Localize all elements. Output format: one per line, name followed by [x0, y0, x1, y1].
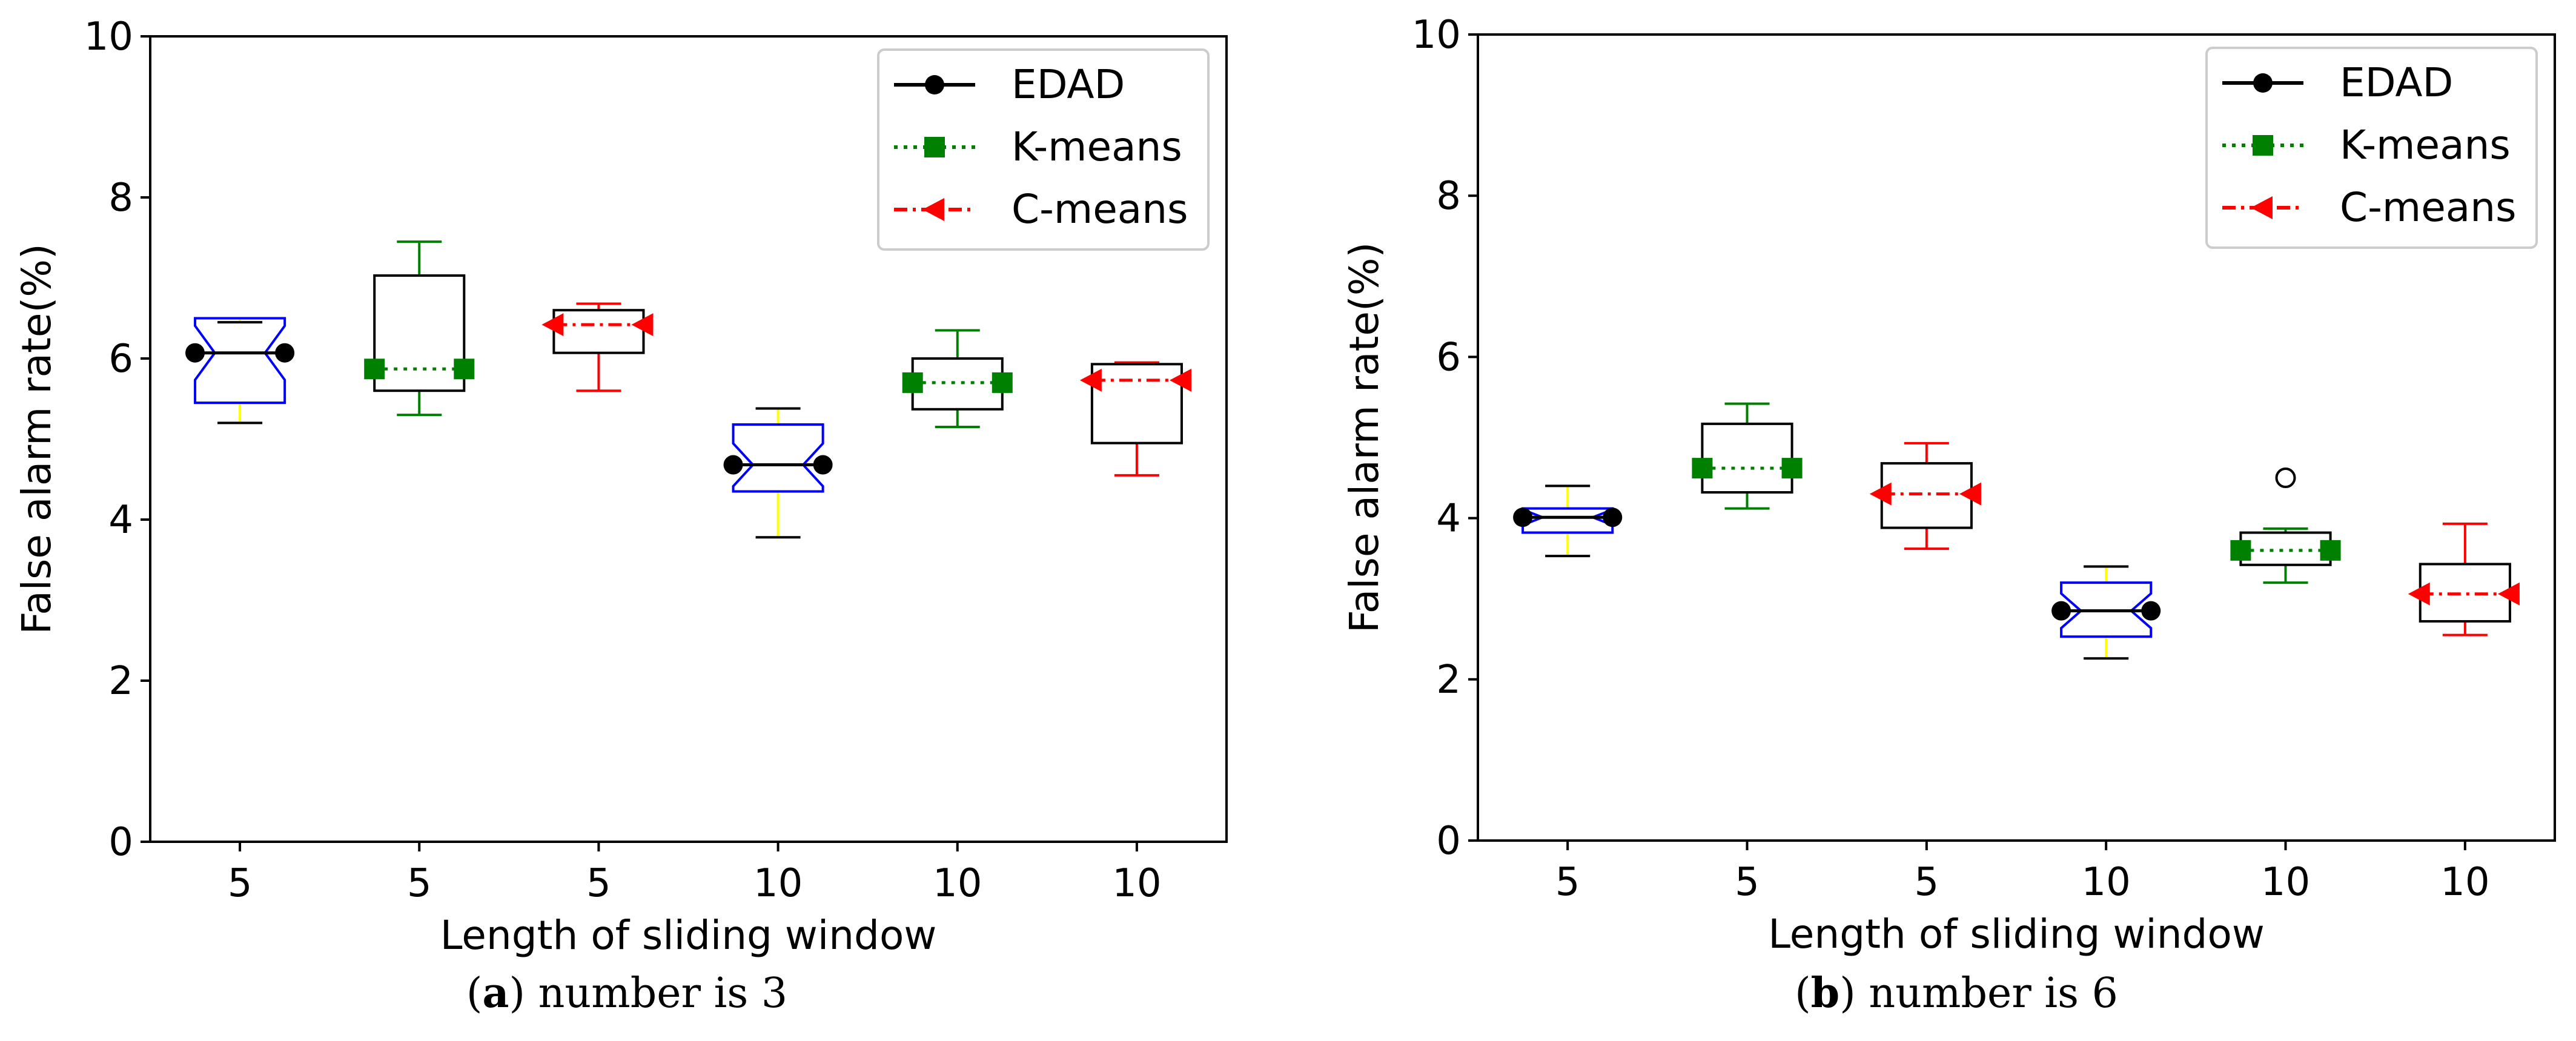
y-axis-label: False alarm rate(%) — [1341, 242, 1388, 633]
x-tick-label: 10 — [2261, 860, 2310, 905]
x-axis-label: Length of sliding window — [1768, 911, 2265, 957]
median-marker — [454, 359, 475, 380]
outlier-point — [2275, 468, 2296, 489]
box-body — [1090, 363, 1183, 444]
y-tick-label: 0 — [1436, 819, 1461, 864]
box-body — [911, 357, 1004, 411]
median-marker — [992, 372, 1013, 393]
legend-label: C-means — [2340, 184, 2516, 231]
box-k-means — [364, 240, 475, 417]
legend-marker — [925, 75, 944, 94]
legend-label: C-means — [1012, 186, 1188, 233]
y-tick-label: 10 — [84, 15, 133, 59]
legend-marker — [922, 198, 944, 221]
median-marker — [902, 372, 923, 393]
box-edad — [185, 317, 295, 425]
box-body — [2239, 531, 2332, 566]
box-edad — [2051, 565, 2161, 660]
y-tick-label: 0 — [108, 820, 133, 865]
median-marker — [275, 343, 295, 363]
median-marker — [1603, 507, 1623, 527]
median-marker — [2141, 601, 2161, 621]
y-tick-label: 4 — [1436, 497, 1461, 541]
box-k-means — [2230, 468, 2341, 584]
box-edad — [1513, 484, 1623, 558]
legend-marker — [924, 137, 945, 157]
box-body — [373, 274, 466, 392]
plot-frame — [1477, 33, 2556, 842]
box-c-means — [1079, 361, 1191, 477]
x-tick-label: 5 — [586, 861, 611, 906]
legend-frame — [877, 48, 1210, 251]
y-tick-label: 2 — [108, 659, 133, 704]
y-tick-label: 8 — [1436, 174, 1461, 219]
median-marker — [1781, 458, 1803, 479]
chart-panel-b: 0 2 4 6 8 10 5 5 5 10 10 10 Length of sliding window… — [1341, 13, 2556, 957]
legend-frame — [2205, 47, 2538, 249]
x-tick-label: 5 — [407, 861, 432, 906]
median-marker — [1869, 482, 1892, 506]
box-c-means — [1869, 441, 1981, 550]
x-tick-label: 10 — [933, 861, 982, 906]
notched-box — [194, 317, 286, 405]
median-marker — [813, 455, 833, 475]
x-tick-label: 5 — [1555, 860, 1580, 905]
median-marker — [2051, 601, 2071, 621]
median-marker — [1513, 507, 1533, 527]
legend-label: EDAD — [1012, 61, 1125, 108]
notched-box — [1521, 507, 1614, 534]
box-k-means — [902, 329, 1013, 429]
legend-label: K-means — [1012, 124, 1182, 170]
box-c-means — [541, 302, 654, 392]
median-marker — [2497, 582, 2520, 606]
median-marker — [631, 313, 654, 337]
legend-marker — [2251, 196, 2273, 219]
y-tick-label: 4 — [108, 498, 133, 543]
median-marker — [541, 313, 564, 337]
legend: EDAD K-means C-means — [877, 48, 1210, 251]
y-tick-label: 2 — [1436, 658, 1461, 702]
y-tick-label: 8 — [108, 176, 133, 220]
median-marker — [723, 455, 743, 475]
median-marker — [1692, 458, 1713, 479]
median-marker — [1079, 368, 1102, 392]
box-body — [1701, 422, 1793, 494]
median-marker — [2408, 582, 2430, 606]
legend-label: EDAD — [2340, 59, 2453, 106]
x-tick-label: 5 — [1914, 860, 1939, 905]
box-body — [1880, 462, 1973, 529]
y-axis-label: False alarm rate(%) — [13, 243, 60, 634]
y-tick-label: 6 — [108, 337, 133, 382]
legend-marker — [2253, 135, 2273, 156]
x-tick-label: 5 — [228, 861, 253, 906]
x-tick-label: 10 — [753, 861, 803, 906]
notched-box — [732, 423, 824, 493]
chart-panel-a: 0 2 4 6 8 10 5 5 5 10 10 10 Length of sliding window… — [13, 15, 1228, 959]
x-tick-label: 10 — [2440, 860, 2489, 905]
x-tick-label: 10 — [1112, 861, 1161, 906]
median-marker — [1169, 368, 1191, 392]
caption-b: (b) number is 6 — [1795, 969, 2118, 1017]
box-edad — [723, 407, 833, 539]
box-c-means — [2408, 522, 2520, 636]
median-marker — [364, 359, 385, 380]
median-marker — [2320, 540, 2341, 561]
legend-label: K-means — [2340, 122, 2511, 168]
legend: EDAD K-means C-means — [2205, 47, 2538, 249]
box-k-means — [1692, 402, 1803, 510]
median-marker — [1959, 482, 1981, 506]
x-axis-label: Length of sliding window — [440, 912, 937, 959]
notched-box — [2060, 581, 2153, 638]
caption-a: (a) number is 3 — [466, 969, 788, 1017]
median-marker — [185, 343, 205, 363]
x-tick-label: 5 — [1735, 860, 1760, 905]
legend-marker — [2253, 73, 2273, 93]
y-tick-label: 10 — [1412, 13, 1461, 58]
plot-frame — [149, 35, 1228, 843]
x-tick-label: 10 — [2081, 860, 2130, 905]
median-marker — [2230, 540, 2251, 561]
y-tick-label: 6 — [1436, 335, 1461, 380]
box-body — [552, 309, 645, 354]
